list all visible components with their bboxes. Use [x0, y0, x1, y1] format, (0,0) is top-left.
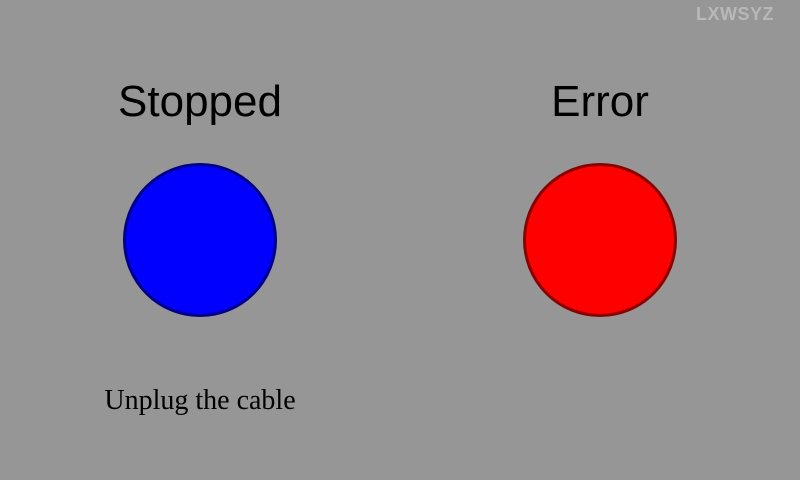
- left-status-label: Stopped: [118, 77, 282, 126]
- watermark-text: LXWSYZ: [696, 4, 774, 24]
- instruction-text: Unplug the cable: [104, 385, 296, 416]
- stopped-status-light-icon: [123, 163, 277, 317]
- error-status-light-icon: [523, 163, 677, 317]
- right-status-label: Error: [551, 77, 649, 126]
